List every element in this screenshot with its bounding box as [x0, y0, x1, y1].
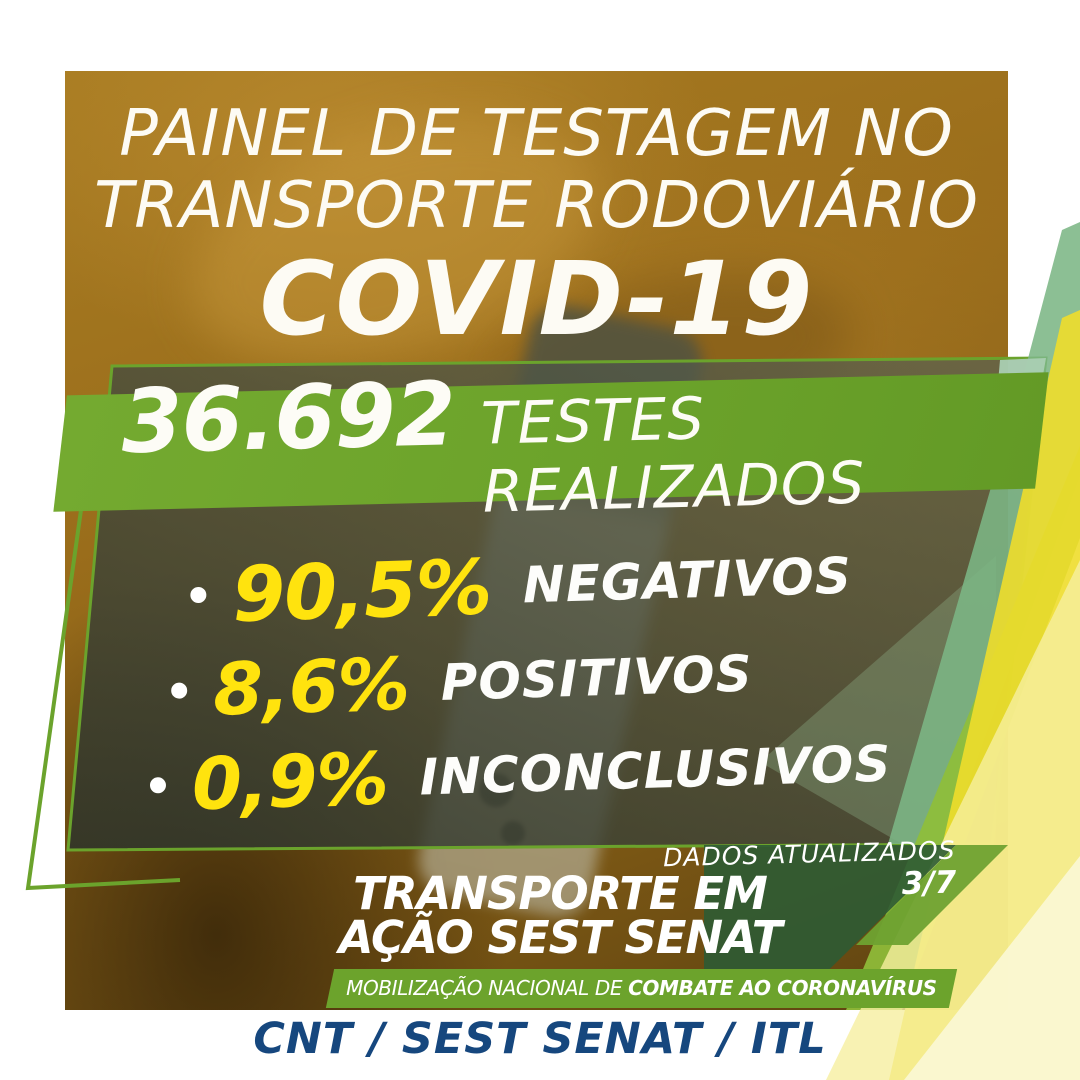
- title-line-1: PAINEL DE TESTAGEM NO: [119, 97, 954, 171]
- tests-banner: 36.692 TESTES REALIZADOS: [53, 362, 1049, 526]
- title-covid19: COVID-19: [259, 240, 814, 359]
- tests-count-label: TESTES REALIZADOS: [480, 384, 867, 526]
- stat-percent: 90,5%: [231, 541, 493, 639]
- stat-label: POSITIVOS: [439, 644, 754, 712]
- stat-percent: 8,6%: [211, 641, 411, 732]
- bullet-icon: [149, 777, 167, 794]
- updated-date: 3/7: [901, 864, 957, 903]
- campaign-title-line-2: AÇÃO SEST SENAT: [338, 911, 783, 964]
- campaign-title-line-1: TRANSPORTE EM: [353, 867, 768, 920]
- stat-label: INCONCLUSIVOS: [418, 734, 893, 807]
- bullet-icon: [170, 682, 188, 699]
- campaign-bar-regular: MOBILIZAÇÃO NACIONAL DE: [346, 976, 629, 1000]
- bullet-icon: [190, 586, 207, 604]
- footer-brands: CNT / SEST SENAT / ITL: [253, 1014, 827, 1064]
- campaign-block: TRANSPORTE EM AÇÃO SEST SENAT MOBILIZAÇÃ…: [325, 867, 957, 1008]
- campaign-bar-bold: COMBATE AO CORONAVÍRUS: [628, 976, 937, 1000]
- stats-list: 90,5% NEGATIVOS 8,6% POSITIVOS 0,9% INCO…: [61, 524, 1012, 834]
- tests-banner-content: 36.692 TESTES REALIZADOS: [58, 348, 1044, 535]
- campaign-bar: MOBILIZAÇÃO NACIONAL DE COMBATE AO CORON…: [325, 969, 957, 1008]
- tests-count: 36.692: [120, 362, 457, 474]
- stat-percent: 0,9%: [190, 736, 389, 827]
- stat-label: NEGATIVOS: [522, 546, 853, 615]
- cassette-well: [501, 821, 525, 845]
- title-line-2: TRANSPORTE RODOVIÁRIO: [94, 169, 979, 243]
- campaign-bar-text: MOBILIZAÇÃO NACIONAL DE COMBATE AO CORON…: [346, 976, 937, 1000]
- page-title: PAINEL DE TESTAGEM NO TRANSPORTE RODOVIÁ…: [65, 98, 1008, 354]
